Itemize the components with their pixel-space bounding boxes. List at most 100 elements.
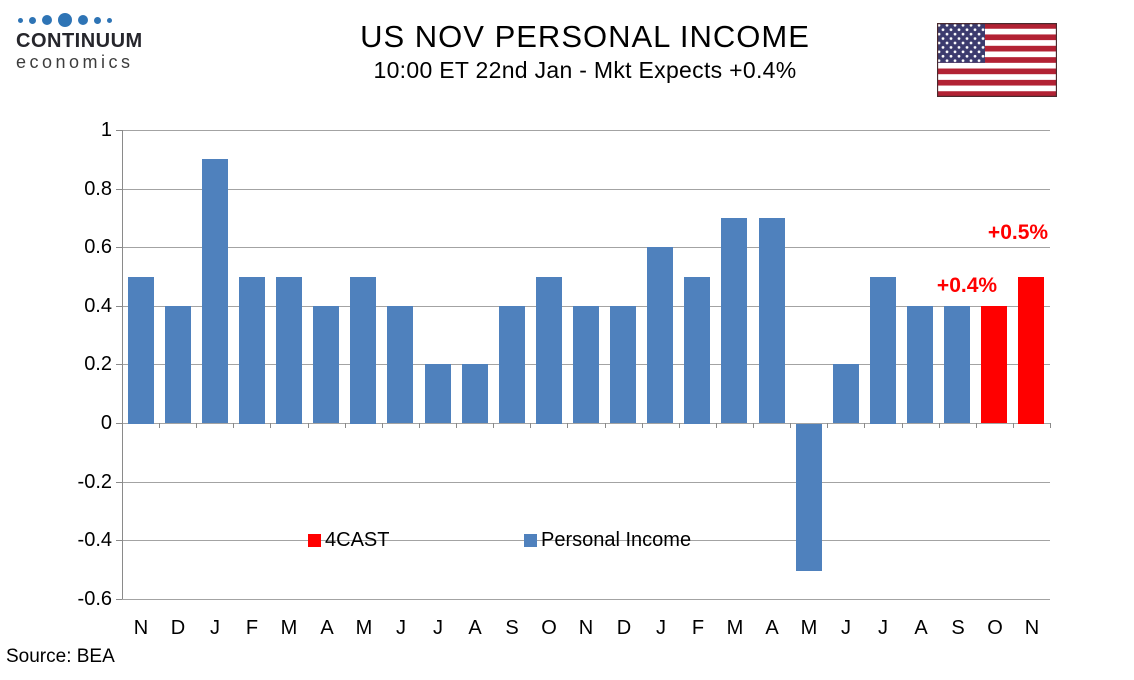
x-axis-label: S — [951, 617, 965, 639]
y-gridline — [122, 540, 1050, 541]
y-axis-tick — [116, 306, 122, 307]
y-gridline — [122, 599, 1050, 600]
bar-4cast — [1018, 277, 1044, 424]
y-axis-tick — [116, 247, 122, 248]
bar-personal-income — [684, 277, 710, 424]
y-axis-label: 1 — [100, 119, 112, 141]
source-note: Source: BEA — [6, 646, 115, 667]
x-axis-tick — [196, 423, 197, 428]
x-axis-label: M — [355, 617, 373, 639]
bar-personal-income — [721, 218, 747, 423]
y-axis-label: -0.4 — [77, 529, 112, 551]
bar-4cast — [981, 306, 1007, 423]
y-axis-label: -0.6 — [77, 588, 112, 610]
x-axis-label: S — [505, 617, 519, 639]
x-axis-label: A — [320, 617, 334, 639]
bar-personal-income — [387, 306, 413, 423]
x-axis-tick — [864, 423, 865, 428]
forecast-annotation: +0.5% — [987, 221, 1049, 244]
y-axis-label: 0.2 — [84, 353, 112, 375]
bar-personal-income — [128, 277, 154, 424]
y-axis-tick — [116, 130, 122, 131]
x-axis-tick — [679, 423, 680, 428]
logo-brand-text: CONTINUUM — [16, 30, 143, 52]
y-axis-label: 0 — [100, 412, 112, 434]
bar-personal-income — [944, 306, 970, 423]
x-axis-tick — [1013, 423, 1014, 428]
x-axis-label: D — [616, 617, 632, 639]
logo-dot-icon — [58, 13, 72, 27]
y-gridline — [122, 482, 1050, 483]
x-axis-tick — [122, 423, 123, 428]
x-axis-label: M — [280, 617, 298, 639]
x-axis-label: J — [656, 617, 666, 639]
x-axis-label: J — [433, 617, 443, 639]
y-axis-label: 0.6 — [84, 236, 112, 258]
legend-swatch-icon — [308, 533, 321, 547]
bar-personal-income — [202, 159, 228, 423]
legend-label: 4CAST — [325, 528, 390, 551]
bar-personal-income — [462, 364, 488, 423]
x-axis-tick — [1050, 423, 1051, 428]
x-axis-tick — [530, 423, 531, 428]
x-axis-label: F — [691, 617, 705, 639]
title-block: US NOV PERSONAL INCOME 10:00 ET 22nd Jan… — [170, 19, 1000, 85]
bar-personal-income — [610, 306, 636, 423]
x-axis-tick — [270, 423, 271, 428]
x-axis-tick — [753, 423, 754, 428]
bar-personal-income — [833, 364, 859, 423]
x-axis-tick — [642, 423, 643, 428]
x-axis-tick — [159, 423, 160, 428]
y-gridline — [122, 423, 1050, 424]
y-axis-tick — [116, 482, 122, 483]
y-axis-tick — [116, 599, 122, 600]
bar-personal-income — [573, 306, 599, 423]
y-axis-tick — [116, 540, 122, 541]
x-axis-tick — [716, 423, 717, 428]
y-gridline — [122, 130, 1050, 131]
x-axis-tick — [790, 423, 791, 428]
us-flag-icon — [936, 22, 1058, 102]
x-axis-label: N — [133, 617, 149, 639]
bar-personal-income — [425, 364, 451, 423]
legend-entry: 4CAST — [308, 528, 389, 552]
x-axis-tick — [567, 423, 568, 428]
x-axis-tick — [308, 423, 309, 428]
legend-label: Personal Income — [541, 528, 692, 551]
bar-personal-income — [907, 306, 933, 423]
x-axis-tick — [419, 423, 420, 428]
bar-personal-income — [165, 306, 191, 423]
x-axis-label: O — [541, 617, 557, 639]
continuum-economics-logo: CONTINUUM economics — [16, 12, 143, 72]
x-axis-label: A — [914, 617, 928, 639]
x-axis-tick — [605, 423, 606, 428]
x-axis-label: M — [800, 617, 818, 639]
bar-personal-income — [276, 277, 302, 424]
x-axis-label: J — [396, 617, 406, 639]
logo-dot-icon — [78, 15, 88, 25]
bar-personal-income — [870, 277, 896, 424]
x-axis-label: D — [170, 617, 186, 639]
y-gridline — [122, 247, 1050, 248]
y-axis-tick — [116, 423, 122, 424]
legend-swatch-icon — [524, 533, 537, 547]
x-axis-label: J — [878, 617, 888, 639]
y-axis-label: 0.4 — [84, 295, 112, 317]
page-subtitle: 10:00 ET 22nd Jan - Mkt Expects +0.4% — [373, 57, 797, 84]
x-axis-label: O — [987, 617, 1003, 639]
x-axis-tick — [827, 423, 828, 428]
x-axis-tick — [902, 423, 903, 428]
y-gridline — [122, 189, 1050, 190]
y-axis-line — [122, 130, 123, 599]
y-axis-tick — [116, 189, 122, 190]
logo-dots-icon — [18, 12, 143, 28]
x-axis-label: J — [841, 617, 851, 639]
y-axis-label: 0.8 — [84, 178, 112, 200]
forecast-annotation: +0.4% — [936, 274, 998, 297]
x-axis-label: N — [578, 617, 594, 639]
x-axis-tick — [345, 423, 346, 428]
x-axis-label: F — [245, 617, 259, 639]
x-axis-tick — [456, 423, 457, 428]
logo-dot-icon — [107, 17, 112, 23]
